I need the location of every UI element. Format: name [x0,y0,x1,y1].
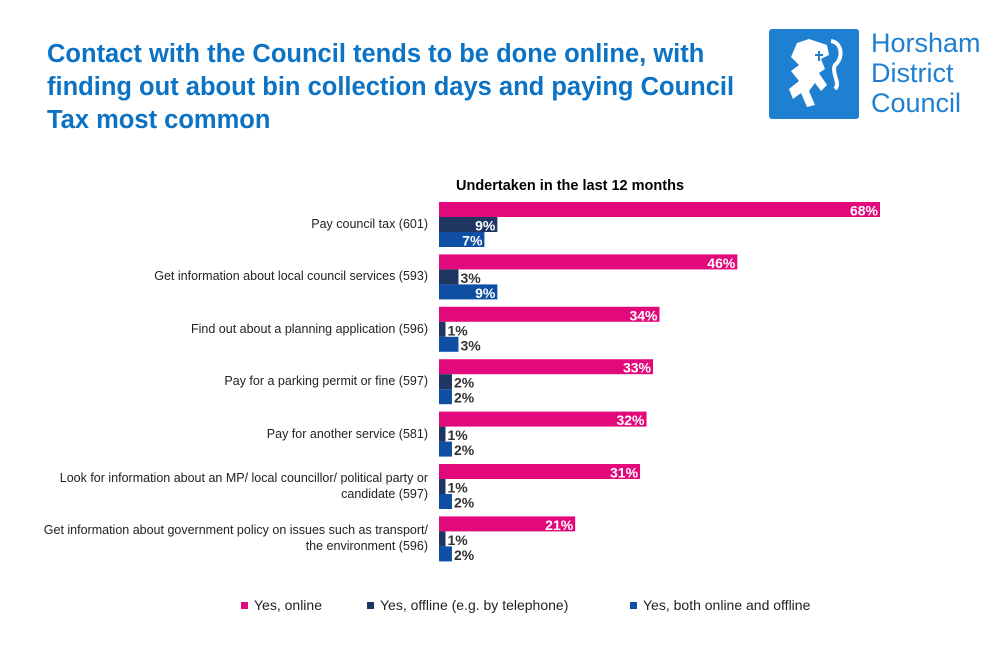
bar-1 [439,479,446,494]
legend-swatch [367,601,374,609]
legend-label: Yes, offline (e.g. by telephone) [380,597,569,613]
bar-2 [439,494,452,509]
slide-title: Contact with the Council tends to be don… [47,40,735,134]
category-label: Get information about local council serv… [154,269,428,284]
bar-0 [439,516,576,532]
bar-0 [439,254,738,270]
data-label: 1% [447,480,468,496]
bar-1 [439,426,446,442]
horsham-lion-logo [769,29,859,119]
legend-item: Yes, offline (e.g. by telephone) [367,597,568,613]
lion-icon [789,39,843,107]
data-label: 68% [850,203,879,219]
bar-2 [439,284,498,300]
data-label: 34% [629,307,658,323]
data-label: 46% [707,255,736,271]
legend-item: Yes, both online and offline [630,597,810,613]
data-label: 3% [460,270,481,286]
bar-1 [439,374,452,390]
category-label: Find out about a planning application (5… [191,321,428,336]
bar-1 [439,217,498,232]
data-label: 9% [475,218,496,234]
logo-line: District [871,58,954,88]
bar-1 [439,269,459,285]
category-label: Pay for a parking permit or fine (597) [224,374,428,389]
bar-2 [439,232,485,247]
bar-0 [439,202,880,217]
data-label: 31% [610,465,639,481]
bar-2 [439,336,459,352]
chart-title: Undertaken in the last 12 months [455,178,685,194]
data-label: 1% [447,427,468,443]
category-label: Pay for another service (581) [266,426,428,441]
bar-0 [439,306,660,322]
bar-2 [439,389,452,405]
bar-1 [439,321,446,337]
bar-0 [439,359,654,375]
logo-line: Horsham [871,28,981,58]
category-label: Look for information about an MP/ local … [59,471,428,501]
category-label: Pay council tax (601) [311,217,428,231]
legend-item: Yes, online [241,597,322,613]
bar-2 [439,441,452,457]
bar-0 [439,411,647,427]
legend-swatch [241,601,248,609]
data-label: 2% [454,495,475,511]
category-label: Get information about government policy … [43,523,428,554]
data-label: 33% [623,360,652,376]
data-label: 21% [545,517,574,533]
data-label: 2% [454,442,475,458]
logo-text: Horsham District Council [871,28,981,118]
bar-2 [439,546,452,562]
bar-0 [439,464,641,479]
legend-label: Yes, both online and offline [643,597,811,613]
data-label: 7% [462,233,483,249]
bar-1 [439,531,446,547]
data-label: 1% [447,322,468,338]
data-label: 2% [454,547,475,563]
data-label: 2% [454,390,475,406]
data-label: 32% [616,412,645,428]
data-label: 1% [447,532,468,548]
data-label: 9% [475,285,496,301]
legend-label: Yes, online [254,597,322,613]
data-label: 3% [460,337,481,353]
legend-swatch [630,601,637,609]
logo-line: Council [871,88,962,118]
data-label: 2% [454,375,475,391]
